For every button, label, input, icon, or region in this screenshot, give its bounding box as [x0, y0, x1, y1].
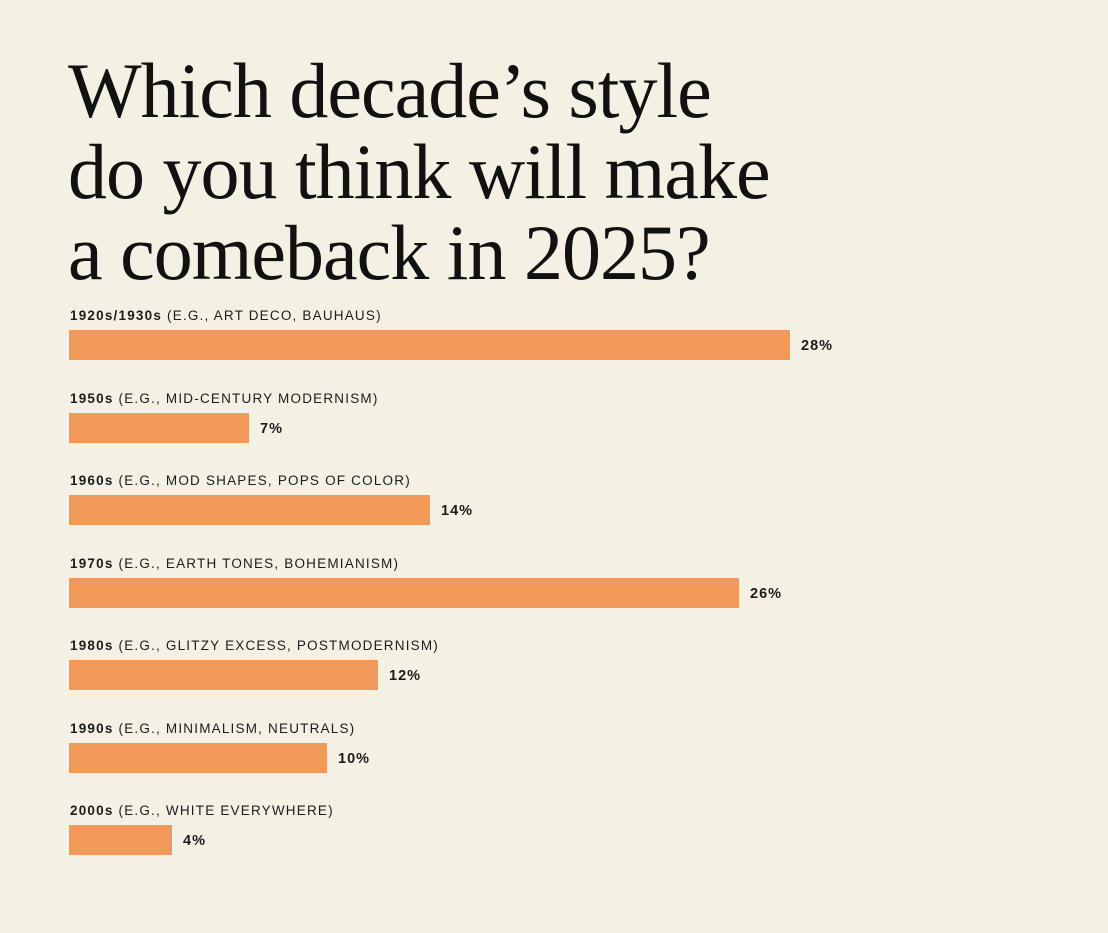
decade-label: 2000s — [70, 803, 114, 818]
bar — [69, 577, 739, 608]
bar-row: 1970s (E.G., EARTH TONES, BOHEMIANISM) 26… — [69, 548, 1069, 631]
bar — [69, 660, 378, 690]
decade-label: 1990s — [70, 720, 114, 736]
decade-label: 1980s — [70, 638, 114, 653]
bar-category-label: 1980s (E.G., GLITZY EXCESS, POSTMODERNIS… — [70, 638, 439, 653]
bar-category-label: 1960s (E.G., MOD SHAPES, POPS OF COLOR) — [70, 473, 411, 488]
bar-row: 2000s (E.G., WHITE EVERYWHERE) 4% — [69, 795, 1069, 878]
bar-category-label: 1970s (E.G., EARTH TONES, BOHEMIANISM) — [70, 556, 399, 571]
bar-category-label: 1920s/1930s (E.G., ART DECO, BAUHAUS) — [70, 308, 382, 323]
bar-row: 1990s (E.G., MINIMALISM, NEUTRALS) 10% — [69, 713, 1069, 796]
decade-label: 1960s — [70, 473, 114, 488]
bar-row: 1920s/1930s (E.G., ART DECO, BAUHAUS) 28% — [69, 300, 1069, 383]
decade-label: 1970s — [70, 555, 114, 571]
example-label: (E.G., MOD SHAPES, POPS OF COLOR) — [113, 473, 411, 488]
bar-category-label: 2000s (E.G., WHITE EVERYWHERE) — [70, 803, 334, 818]
example-label: (E.G., MID-CENTURY MODERNISM) — [113, 390, 379, 406]
bar-category-label: 1950s (E.G., MID-CENTURY MODERNISM) — [70, 391, 379, 406]
bar-value-label: 14% — [441, 503, 474, 519]
example-label: (E.G., ART DECO, BAUHAUS) — [162, 308, 382, 323]
bar — [69, 495, 430, 525]
bar-value-label: 12% — [389, 668, 422, 684]
bar-value-label: 10% — [338, 750, 371, 767]
bar-value-label: 26% — [750, 585, 783, 602]
bar-row: 1960s (E.G., MOD SHAPES, POPS OF COLOR) 1… — [69, 465, 1069, 548]
example-label: (E.G., GLITZY EXCESS, POSTMODERNISM) — [113, 638, 439, 653]
chart-title-line: do you think will make — [68, 128, 771, 215]
bar-value-label: 4% — [183, 833, 206, 849]
chart-title: Which decade’s style do you think will m… — [68, 52, 968, 295]
bar — [69, 742, 327, 773]
example-label: (E.G., MINIMALISM, NEUTRALS) — [113, 720, 356, 736]
chart-title-line: a comeback in 2025? — [68, 209, 711, 296]
decade-label: 1920s/1930s — [70, 308, 163, 323]
bar — [69, 330, 790, 360]
example-label: (E.G., WHITE EVERYWHERE) — [113, 803, 334, 818]
bar — [69, 825, 172, 855]
bar-row: 1950s (E.G., MID-CENTURY MODERNISM) 7% — [69, 383, 1069, 466]
decade-label: 1950s — [70, 390, 114, 406]
bar-row: 1980s (E.G., GLITZY EXCESS, POSTMODERNIS… — [69, 630, 1069, 713]
chart-title-line: Which decade’s style — [68, 47, 712, 134]
bar-category-label: 1990s (E.G., MINIMALISM, NEUTRALS) — [70, 721, 355, 736]
example-label: (E.G., EARTH TONES, BOHEMIANISM) — [113, 555, 400, 571]
bar — [69, 412, 249, 443]
bar-value-label: 28% — [801, 338, 834, 354]
bar-value-label: 7% — [260, 420, 283, 437]
bar-chart: 1920s/1930s (E.G., ART DECO, BAUHAUS) 28%… — [69, 300, 1069, 878]
